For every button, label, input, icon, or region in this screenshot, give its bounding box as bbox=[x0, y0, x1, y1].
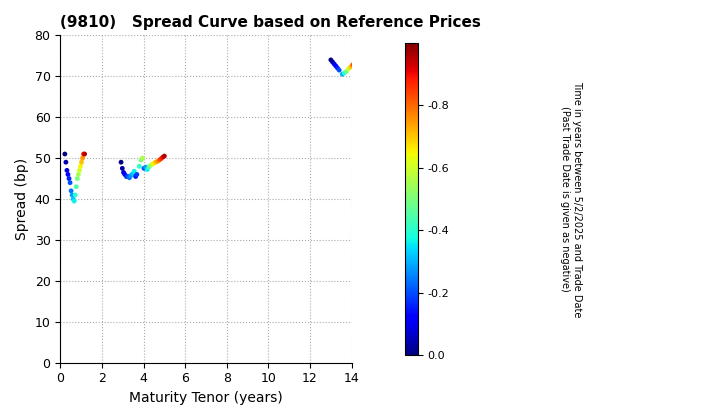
Y-axis label: Spread (bp): Spread (bp) bbox=[15, 158, 29, 240]
Point bbox=[143, 164, 155, 171]
Point bbox=[117, 165, 128, 172]
Point bbox=[325, 57, 337, 63]
Point bbox=[134, 163, 145, 170]
Point bbox=[338, 70, 350, 76]
Point bbox=[137, 155, 148, 161]
Point bbox=[146, 161, 158, 168]
Point bbox=[157, 154, 168, 160]
Point bbox=[152, 158, 163, 165]
Text: (9810)   Spread Curve based on Reference Prices: (9810) Spread Curve based on Reference P… bbox=[60, 15, 481, 30]
Point bbox=[138, 165, 150, 172]
Point bbox=[155, 155, 166, 162]
Point bbox=[158, 153, 170, 160]
Point bbox=[61, 167, 73, 174]
Point bbox=[125, 172, 137, 178]
Point bbox=[345, 63, 356, 70]
Point bbox=[73, 171, 84, 178]
Point bbox=[341, 68, 352, 75]
Point bbox=[333, 67, 345, 74]
Point bbox=[148, 160, 160, 166]
Point bbox=[115, 159, 127, 165]
Point bbox=[328, 60, 340, 67]
Point bbox=[121, 173, 132, 180]
Point bbox=[79, 151, 91, 158]
Point bbox=[130, 173, 141, 180]
Point bbox=[66, 187, 77, 194]
Point bbox=[336, 71, 348, 78]
X-axis label: Maturity Tenor (years): Maturity Tenor (years) bbox=[129, 391, 283, 405]
Point bbox=[78, 151, 89, 158]
Point bbox=[62, 171, 73, 178]
Point bbox=[75, 163, 86, 170]
Point bbox=[60, 159, 72, 165]
Point bbox=[140, 164, 151, 171]
Point bbox=[349, 57, 361, 63]
Point bbox=[153, 157, 165, 163]
Y-axis label: Time in years between 5/2/2025 and Trade Date
(Past Trade Date is given as negat: Time in years between 5/2/2025 and Trade… bbox=[560, 81, 582, 317]
Point bbox=[128, 168, 140, 175]
Point bbox=[330, 63, 341, 69]
Point bbox=[145, 162, 156, 169]
Point bbox=[124, 174, 135, 181]
Point bbox=[59, 151, 71, 158]
Point bbox=[73, 167, 85, 174]
Point bbox=[327, 58, 338, 65]
Point bbox=[122, 173, 134, 180]
Point bbox=[347, 61, 359, 68]
Point bbox=[63, 175, 75, 182]
Point bbox=[66, 192, 78, 198]
Point bbox=[119, 171, 130, 178]
Point bbox=[332, 65, 343, 71]
Point bbox=[77, 155, 89, 161]
Point bbox=[76, 159, 87, 165]
Point bbox=[150, 159, 161, 165]
Point bbox=[142, 166, 153, 173]
Point bbox=[135, 157, 147, 163]
Point bbox=[71, 175, 83, 182]
Point bbox=[68, 196, 79, 202]
Point bbox=[68, 198, 80, 205]
Point bbox=[64, 179, 76, 186]
Point bbox=[71, 184, 82, 190]
Point bbox=[118, 169, 130, 176]
Point bbox=[70, 192, 81, 198]
Point bbox=[127, 170, 138, 177]
Point bbox=[343, 66, 354, 72]
Point bbox=[131, 171, 143, 178]
